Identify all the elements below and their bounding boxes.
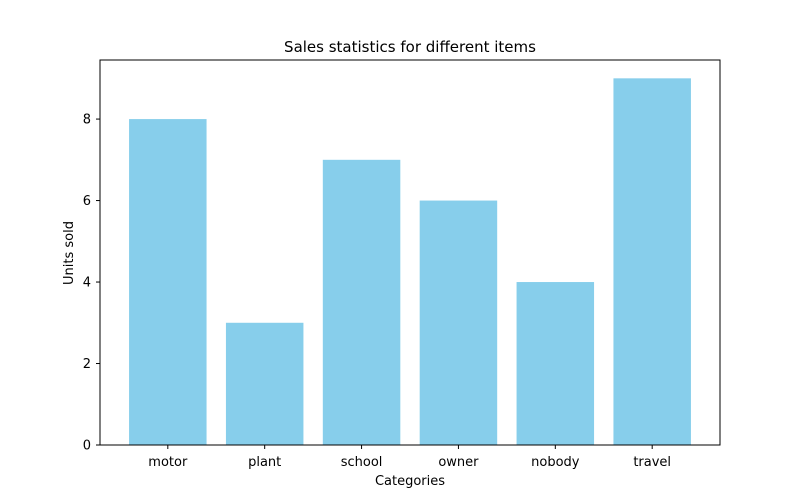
y-tick-label: 0: [83, 439, 91, 454]
y-axis-label: Units sold: [62, 221, 77, 285]
chart-title: Sales statistics for different items: [284, 38, 536, 56]
x-tick-label: travel: [633, 455, 671, 470]
bar-plant: [225, 322, 304, 445]
bar-travel: [613, 78, 691, 445]
bar-owner: [419, 200, 498, 445]
y-tick-label: 8: [83, 113, 91, 128]
x-tick-label: school: [341, 455, 383, 470]
y-tick-label: 4: [83, 276, 91, 291]
x-tick-label: nobody: [531, 455, 580, 470]
x-tick-label: motor: [148, 455, 188, 470]
plot-frame: [99, 59, 721, 446]
plot-area: motor plant school owner nobody travel 0 2 4 6 8: [83, 78, 691, 470]
x-axis-label: Categories: [375, 474, 445, 489]
y-tick-label: 6: [83, 194, 91, 209]
bar-nobody: [516, 282, 595, 445]
bar-motor: [129, 119, 207, 446]
x-tick-label: plant: [248, 455, 281, 470]
x-tick-label: owner: [438, 455, 479, 470]
bar-school: [322, 159, 401, 445]
y-tick-label: 2: [83, 357, 91, 372]
